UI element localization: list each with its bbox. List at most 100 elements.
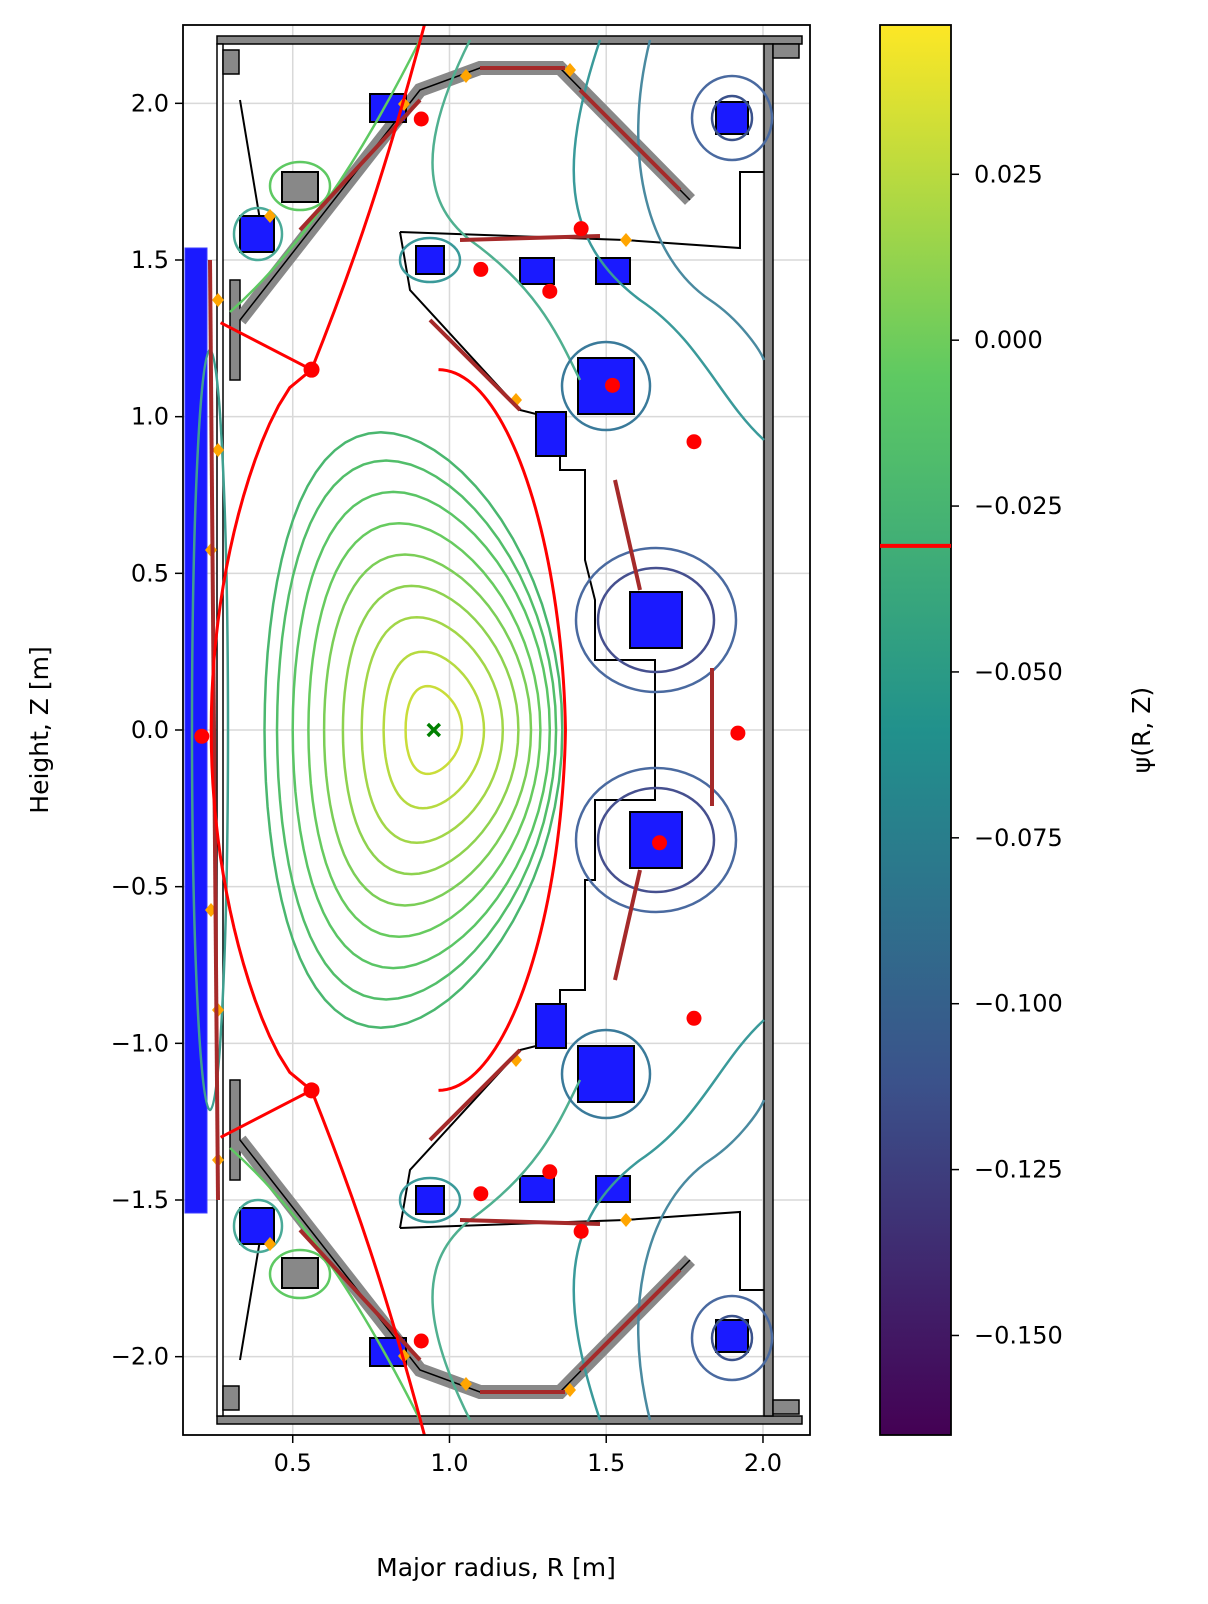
flux-loop-upper-outer — [578, 88, 682, 192]
flux-loop-upper-wall — [428, 318, 522, 412]
coil-flux-ring — [596, 786, 716, 894]
open-flux-lines — [190, 39, 774, 1421]
coil-flux-ring — [690, 1294, 774, 1382]
x-tick-label: 0.5 — [274, 1449, 312, 1477]
coil-sensor-marker — [542, 1164, 558, 1180]
y-tick-label: −1.0 — [111, 1029, 169, 1057]
coil-sensor-marker — [730, 725, 746, 741]
flux-surface — [307, 521, 542, 939]
probe-marker — [620, 233, 632, 247]
flux-surface — [341, 584, 520, 876]
vessel-wall-top — [216, 35, 803, 45]
y-tick-label: 1.0 — [131, 403, 169, 431]
colorbar-tick-label: −0.150 — [974, 1321, 1063, 1349]
open-flux-line — [572, 39, 765, 441]
coil-sensor-marker — [473, 261, 489, 277]
separatrix-upper-inner-leg — [219, 321, 313, 371]
coil-sensor-marker — [573, 221, 589, 237]
flux-loop-lower-diag — [298, 1228, 422, 1362]
coil-flux-ring — [710, 1314, 754, 1362]
magnetic-axis-x — [426, 722, 442, 738]
coil-sensor-marker — [542, 283, 558, 299]
flux-surface — [291, 490, 552, 970]
separatrix-lower-leg — [310, 1089, 426, 1435]
coil-flux-ring — [574, 766, 738, 914]
flux-surface — [275, 459, 558, 1001]
pf-coil-c-upper — [415, 245, 445, 275]
vessel-port-bottom — [772, 1399, 800, 1415]
open-flux-line — [636, 39, 766, 361]
open-flux-line — [572, 1019, 765, 1421]
pf-coil-outer-lower — [715, 1319, 749, 1353]
coil-flux-ring — [596, 566, 716, 674]
colorbar-tick-label: −0.025 — [974, 492, 1063, 520]
probe-marker — [460, 1377, 472, 1391]
probe-marker — [264, 1237, 276, 1251]
lower-tile — [222, 1385, 240, 1411]
flux-loop-lower-outer — [578, 1268, 682, 1372]
flux-surface — [404, 684, 464, 776]
y-axis-label: Height, Z [m] — [25, 646, 54, 813]
x-point-marker — [303, 361, 320, 378]
x-tick-label: 1.5 — [587, 1449, 625, 1477]
pf-coil-upper-outboard — [629, 591, 683, 649]
coil-sensor-marker — [413, 1333, 429, 1349]
probe-marker — [264, 209, 276, 223]
pf-coil-small-lower — [535, 1003, 567, 1049]
y-tick-label: 1.5 — [131, 246, 169, 274]
pf-coil-a-lower — [519, 1175, 555, 1203]
probe-marker — [564, 63, 576, 77]
central-solenoid — [184, 247, 208, 1214]
y-tick-label: 0.5 — [131, 559, 169, 587]
upper-tile — [222, 49, 240, 75]
coil-flux-ring — [398, 1176, 462, 1224]
coil-sensor-marker — [652, 835, 668, 851]
flux-surface — [360, 615, 505, 845]
coil-sensor-marker — [413, 111, 429, 127]
coil-flux-ring — [268, 1248, 332, 1300]
flux-surface — [382, 650, 486, 810]
colorbar-tick-label: −0.075 — [974, 824, 1063, 852]
separatrix-outboard — [438, 368, 567, 1092]
vessel-wall-outer — [763, 43, 774, 1417]
x-axis-ticks: 0.5 1.0 1.5 2.0 — [274, 1435, 782, 1477]
upper-coil-support — [239, 99, 261, 221]
y-tick-label: 2.0 — [131, 89, 169, 117]
colorbar-ticks: 0.025 0.000 −0.025 −0.050 −0.075 −0.100 −0.125… — [951, 160, 1063, 1349]
colorbar-label: ψ(R, Z) — [1127, 687, 1156, 773]
colorbar-tick-label: −0.125 — [974, 1156, 1063, 1184]
coil-sensor-marker — [473, 1186, 489, 1202]
flux-loop-upper-diag — [298, 98, 422, 232]
y-tick-label: −1.5 — [111, 1186, 169, 1214]
coil-flux-ring — [574, 546, 738, 694]
coil-flux-ring — [560, 340, 652, 432]
probe-marker — [212, 443, 224, 457]
flux-loop-inboard — [208, 259, 220, 1201]
coil-sensors — [194, 111, 746, 1349]
y-axis-ticks: −2.0 −1.5 −1.0 −0.5 0.0 0.5 1.0 1.5 2.0 — [111, 89, 183, 1371]
separatrix-lower-inner-leg — [219, 1088, 313, 1139]
coils — [184, 93, 749, 1367]
y-tick-label: 0.0 — [131, 716, 169, 744]
colorbar-tick-label: 0.025 — [974, 160, 1043, 188]
coil-flux-ring — [268, 160, 332, 212]
probe-marker — [460, 69, 472, 83]
pf-coil-outer-upper — [715, 101, 749, 135]
colorbar-tick-label: −0.100 — [974, 990, 1063, 1018]
pf-coil-d-lower — [281, 1257, 319, 1289]
flux-surface — [322, 553, 533, 907]
closed-flux-surfaces — [263, 431, 564, 1029]
vessel-wall-inner — [216, 43, 224, 1417]
coil-sensor-marker — [194, 728, 210, 744]
x-tick-label: 2.0 — [744, 1449, 782, 1477]
coil-flux-ring — [232, 206, 284, 262]
y-tick-label: −2.0 — [111, 1343, 169, 1371]
separatrix — [209, 25, 567, 1435]
pf-coil-d-upper — [281, 171, 319, 203]
separatrix-upper-leg — [310, 25, 426, 371]
pf-coil-inner-upper — [239, 215, 275, 253]
coil-sensor-marker — [686, 1010, 702, 1026]
colorbar-gradient — [879, 24, 952, 1436]
pf-coil-lower-mid — [577, 1045, 635, 1103]
